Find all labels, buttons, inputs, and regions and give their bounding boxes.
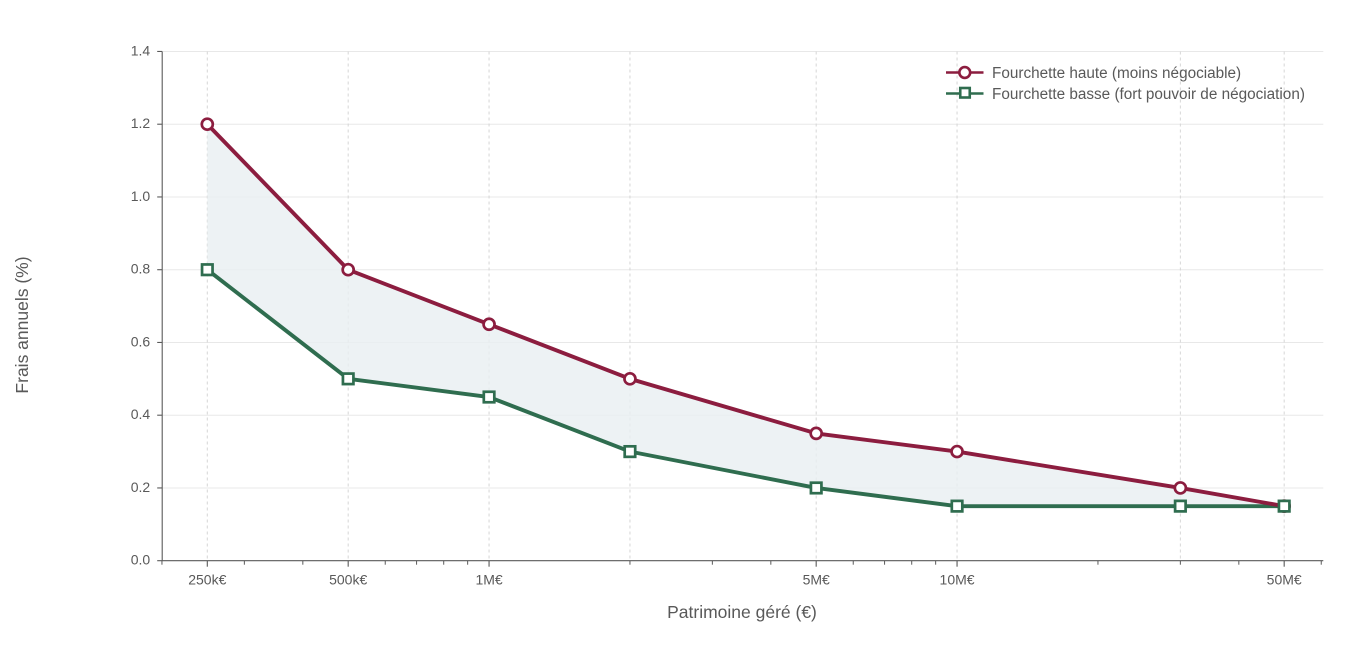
svg-text:Fourchette basse (fort pouvoir: Fourchette basse (fort pouvoir de négoci…	[992, 86, 1305, 103]
svg-text:10M€: 10M€	[940, 572, 975, 588]
svg-text:Patrimoine géré (€): Patrimoine géré (€)	[667, 602, 817, 622]
svg-text:0.8: 0.8	[131, 261, 151, 277]
svg-text:1.2: 1.2	[131, 115, 151, 131]
svg-text:1M€: 1M€	[475, 572, 502, 588]
svg-text:0.4: 0.4	[131, 406, 151, 422]
svg-text:1.0: 1.0	[131, 188, 151, 204]
svg-text:500k€: 500k€	[329, 572, 367, 588]
svg-text:Fourchette haute (moins négoci: Fourchette haute (moins négociable)	[992, 65, 1241, 82]
svg-text:250k€: 250k€	[188, 572, 226, 588]
svg-text:50M€: 50M€	[1267, 572, 1302, 588]
svg-text:0.6: 0.6	[131, 333, 151, 349]
svg-text:5M€: 5M€	[803, 572, 830, 588]
svg-text:0.2: 0.2	[131, 479, 151, 495]
svg-text:0.0: 0.0	[131, 552, 151, 568]
svg-text:Frais annuels (%): Frais annuels (%)	[12, 256, 32, 393]
svg-text:1.4: 1.4	[131, 42, 151, 58]
